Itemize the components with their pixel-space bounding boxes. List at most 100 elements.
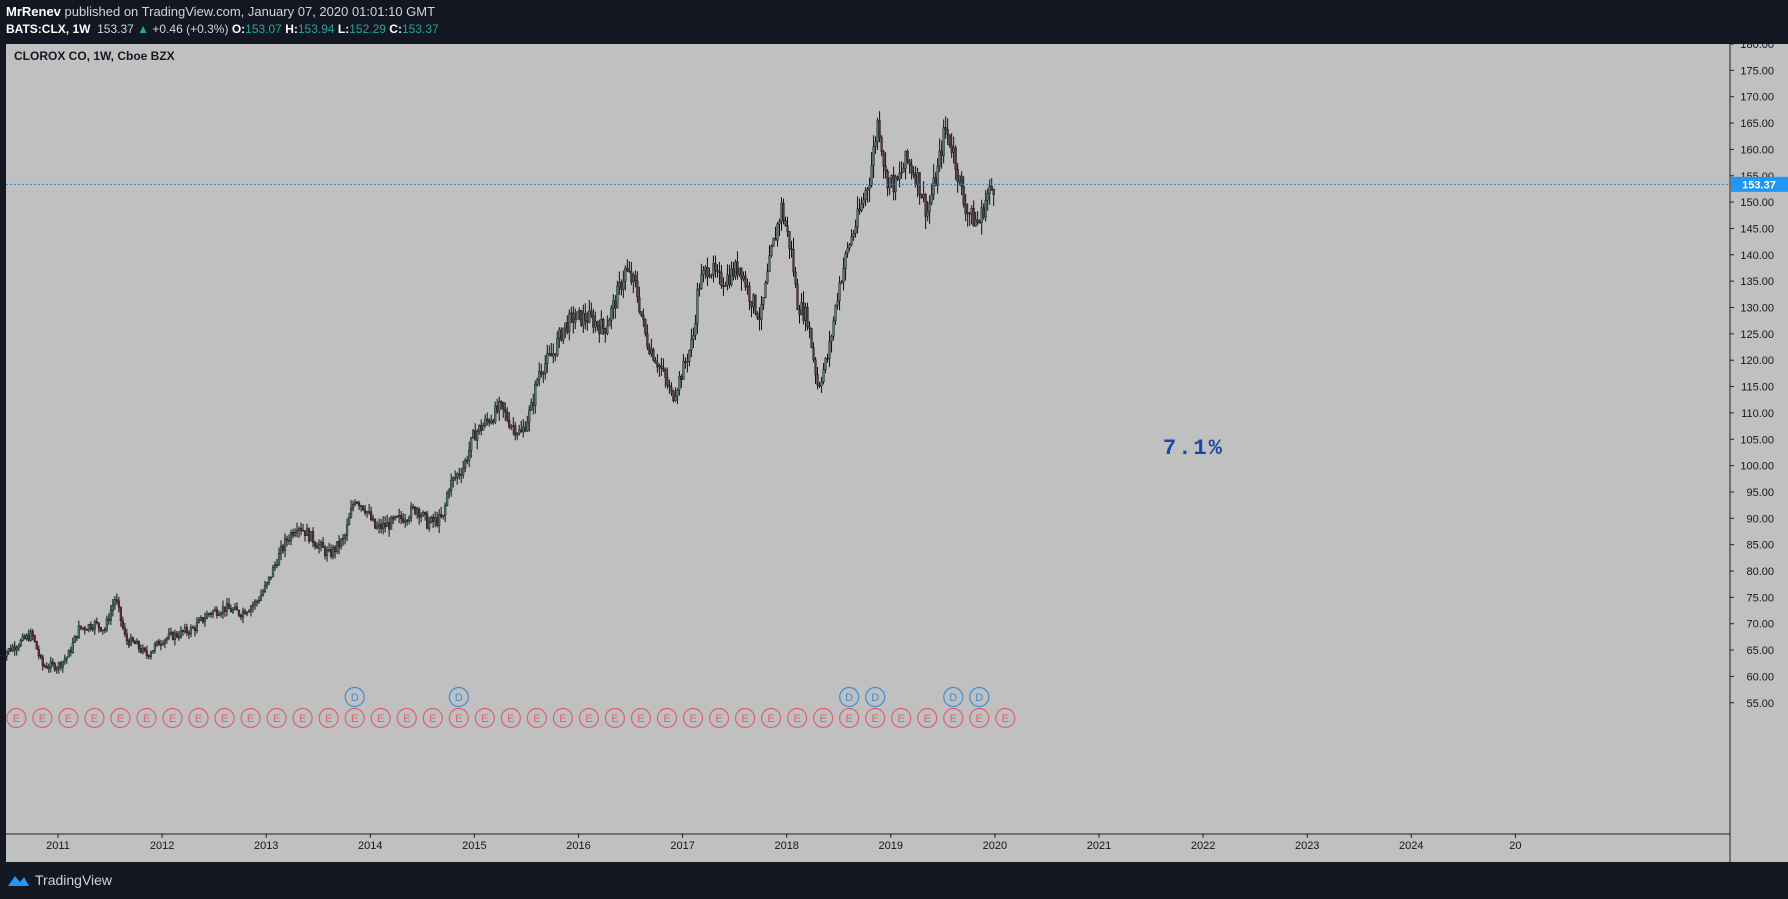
candle [748,281,751,311]
earnings-marker[interactable]: E [474,707,495,729]
earnings-marker[interactable]: E [370,707,391,729]
candle [506,407,509,423]
candle [830,334,833,353]
tradingview-logo[interactable]: TradingView [6,872,112,888]
dividend-marker[interactable]: D [865,686,886,708]
dividend-marker[interactable]: D [943,686,964,708]
candle [380,518,383,534]
publisher-name[interactable]: MrRenev [6,4,61,19]
earnings-marker[interactable]: E [84,707,105,729]
candle [502,401,505,418]
earnings-marker[interactable]: E [787,707,808,729]
earnings-marker[interactable]: E [318,707,339,729]
earnings-circle-icon [32,707,53,729]
earnings-marker[interactable]: E [136,707,157,729]
candle-body [552,353,555,357]
candle-body [257,600,261,602]
earnings-marker[interactable]: E [630,707,652,729]
candle-body [570,312,573,315]
earnings-marker[interactable]: E [604,707,626,729]
earnings-marker[interactable]: E [865,707,886,729]
earnings-marker[interactable]: E [526,707,547,729]
candle [195,617,199,634]
plot-background[interactable] [6,44,1730,824]
earnings-marker[interactable]: E [552,707,573,729]
candle-body [223,606,227,612]
earnings-marker[interactable]: E [396,707,417,729]
earnings-marker[interactable]: E [110,707,131,729]
earnings-marker[interactable]: E [214,707,235,729]
candle [986,188,989,211]
candle-body [333,547,337,552]
dividend-marker[interactable]: D [839,686,860,708]
candle-body [958,175,961,182]
candle [416,506,419,519]
candle [105,615,108,633]
candle-body [141,647,144,653]
candle-body [171,632,175,640]
candle-body [177,636,181,638]
candle-body [462,467,465,476]
time-axis[interactable] [6,824,1730,862]
earnings-marker[interactable]: E [995,707,1016,729]
earnings-marker[interactable]: E [344,707,365,729]
candle-body [948,134,951,146]
price-chart[interactable]: 180.00175.00170.00165.00160.00155.00150.… [0,39,1788,862]
candle [674,387,677,403]
candle-body [245,611,249,615]
earnings-marker[interactable]: E [656,707,678,729]
candle-body [145,650,148,656]
earnings-circle-icon [136,707,157,729]
candle [810,327,813,349]
earnings-marker[interactable]: E [578,707,600,729]
candle-body [976,219,979,223]
earnings-marker[interactable]: E [240,707,261,729]
earnings-marker[interactable]: E [500,707,521,729]
candle-body [878,120,881,138]
chart-area[interactable]: 180.00 175.00 170.00 165.00 160.00 155.00 150.… [0,39,1788,862]
candle-body [123,627,126,635]
candle [444,502,447,523]
earnings-marker[interactable]: E [813,707,834,729]
earnings-marker[interactable]: E [917,707,938,729]
candle-body [678,376,681,391]
earnings-marker[interactable]: E [734,707,756,729]
symbol-label[interactable]: BATS:CLX, 1W [6,22,91,36]
candle [91,624,94,632]
earnings-marker[interactable]: E [58,707,79,729]
earnings-marker[interactable]: E [682,707,704,729]
candle [956,162,959,193]
candle-body [105,618,108,630]
price-axis[interactable] [1730,44,1788,862]
earnings-marker[interactable]: E [839,707,860,729]
candle-body [854,226,857,234]
earnings-marker[interactable]: E [6,707,27,729]
dividend-marker[interactable]: D [448,686,469,708]
candle [335,541,339,555]
earnings-marker[interactable]: E [969,707,990,729]
candle-body [732,268,735,277]
earnings-marker[interactable]: E [422,707,443,729]
earnings-marker[interactable]: E [760,707,782,729]
earnings-marker[interactable]: E [162,707,183,729]
earnings-marker[interactable]: E [32,707,53,729]
earnings-marker[interactable]: E [891,707,912,729]
earnings-marker[interactable]: E [188,707,209,729]
dividend-marker[interactable]: D [344,686,365,708]
candle-body [626,267,629,271]
earnings-marker[interactable]: E [943,707,964,729]
candle [472,429,475,439]
earnings-marker[interactable]: E [448,707,469,729]
dividend-marker[interactable]: D [969,686,990,708]
candle-body [434,517,437,522]
earnings-marker[interactable]: E [266,707,287,729]
candle [61,661,64,673]
candle [932,164,935,201]
candle [187,630,191,640]
candle-body [802,302,805,321]
earnings-marker[interactable]: E [708,707,730,729]
candle-body [412,506,415,508]
earnings-marker[interactable]: E [292,707,313,729]
candle [642,308,645,328]
x-tick-label: 2017 [670,840,694,852]
